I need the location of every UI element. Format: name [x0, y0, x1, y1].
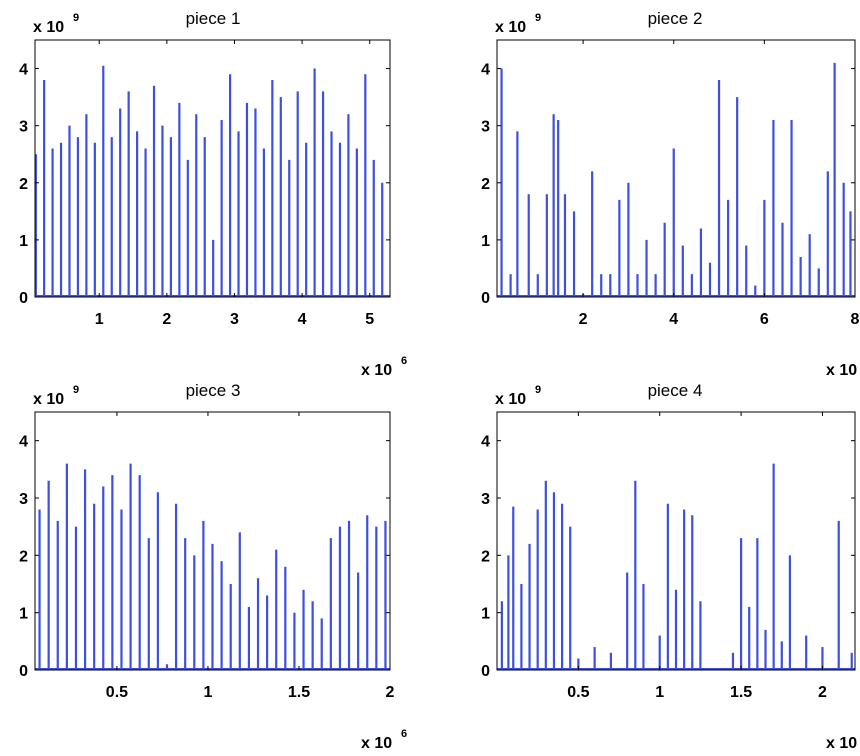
x-tick-label: 4 [298, 311, 307, 328]
plot-frame [34, 411, 391, 671]
y-exponent: 9 [73, 12, 79, 24]
bars [500, 62, 852, 297]
y-exponent: 9 [535, 384, 541, 396]
panel-3: 0 1 2 3 4 0.5 1 1.5 2 piece 3 x 10 9 x 10 6 [19, 381, 407, 752]
y-tick-label: 2 [481, 548, 490, 565]
chart-title: piece 2 [648, 9, 703, 28]
y-tick-label: 4 [19, 62, 28, 79]
y-multiplier: x 10 [495, 19, 526, 36]
x-tick-label: 3 [230, 311, 239, 328]
y-tick-label: 1 [19, 606, 28, 623]
y-tick-label: 2 [19, 548, 28, 565]
y-tick-label: 3 [481, 119, 490, 136]
x-tick-label: 1 [203, 684, 212, 701]
y-tick-label: 4 [481, 434, 490, 451]
x-tick-label: 1 [655, 684, 664, 701]
x-tick-label: 1.5 [730, 684, 752, 701]
x-multiplier: x 10 [826, 362, 857, 379]
x-multiplier: x 10 [361, 362, 392, 379]
chart-title: piece 3 [186, 381, 241, 400]
x-tick-label: 2 [818, 684, 827, 701]
x-multiplier: x 10 [361, 735, 392, 752]
y-tick-label: 3 [481, 491, 490, 508]
y-exponent: 9 [73, 384, 79, 396]
y-tick-label: 4 [19, 434, 28, 451]
x-exponent: 6 [401, 728, 407, 740]
y-tick-label: 0 [481, 663, 490, 680]
x-tick-label: 2 [579, 311, 588, 328]
x-tick-label: 8 [851, 311, 860, 328]
x-tick-label: 5 [365, 311, 374, 328]
y-tick-label: 2 [19, 176, 28, 193]
x-tick-label: 0.5 [567, 684, 589, 701]
plot-frame [496, 39, 856, 298]
y-tick-label: 1 [481, 606, 490, 623]
x-exponent: 6 [401, 355, 407, 367]
y-tick-label: 0 [19, 290, 28, 307]
y-tick-label: 3 [19, 491, 28, 508]
x-tick-label: 6 [760, 311, 769, 328]
y-tick-label: 1 [481, 233, 490, 250]
y-multiplier: x 10 [33, 19, 64, 36]
y-tick-label: 0 [19, 663, 28, 680]
y-multiplier: x 10 [33, 391, 64, 408]
panel-1: 0 1 2 3 4 1 2 3 4 5 piece 1 x 10 9 x 10 6 [19, 9, 407, 379]
plot-frame [34, 39, 391, 298]
bars [38, 463, 387, 670]
y-multiplier: x 10 [495, 391, 526, 408]
y-tick-label: 4 [481, 62, 490, 79]
y-exponent: 9 [535, 12, 541, 24]
x-tick-label: 0.5 [106, 684, 128, 701]
bars [500, 463, 853, 670]
y-tick-label: 0 [481, 290, 490, 307]
y-tick-label: 3 [19, 119, 28, 136]
bars [34, 65, 384, 297]
x-tick-label: 2 [162, 311, 171, 328]
y-tick-label: 2 [481, 176, 490, 193]
plot-frame [496, 411, 856, 671]
x-tick-label: 2 [386, 684, 395, 701]
chart-title: piece 1 [186, 9, 241, 28]
x-tick-label: 1 [95, 311, 104, 328]
x-multiplier: x 10 [826, 735, 857, 752]
chart-title: piece 4 [648, 381, 703, 400]
x-tick-label: 4 [669, 311, 678, 328]
x-tick-label: 1.5 [288, 684, 310, 701]
y-tick-label: 1 [19, 233, 28, 250]
